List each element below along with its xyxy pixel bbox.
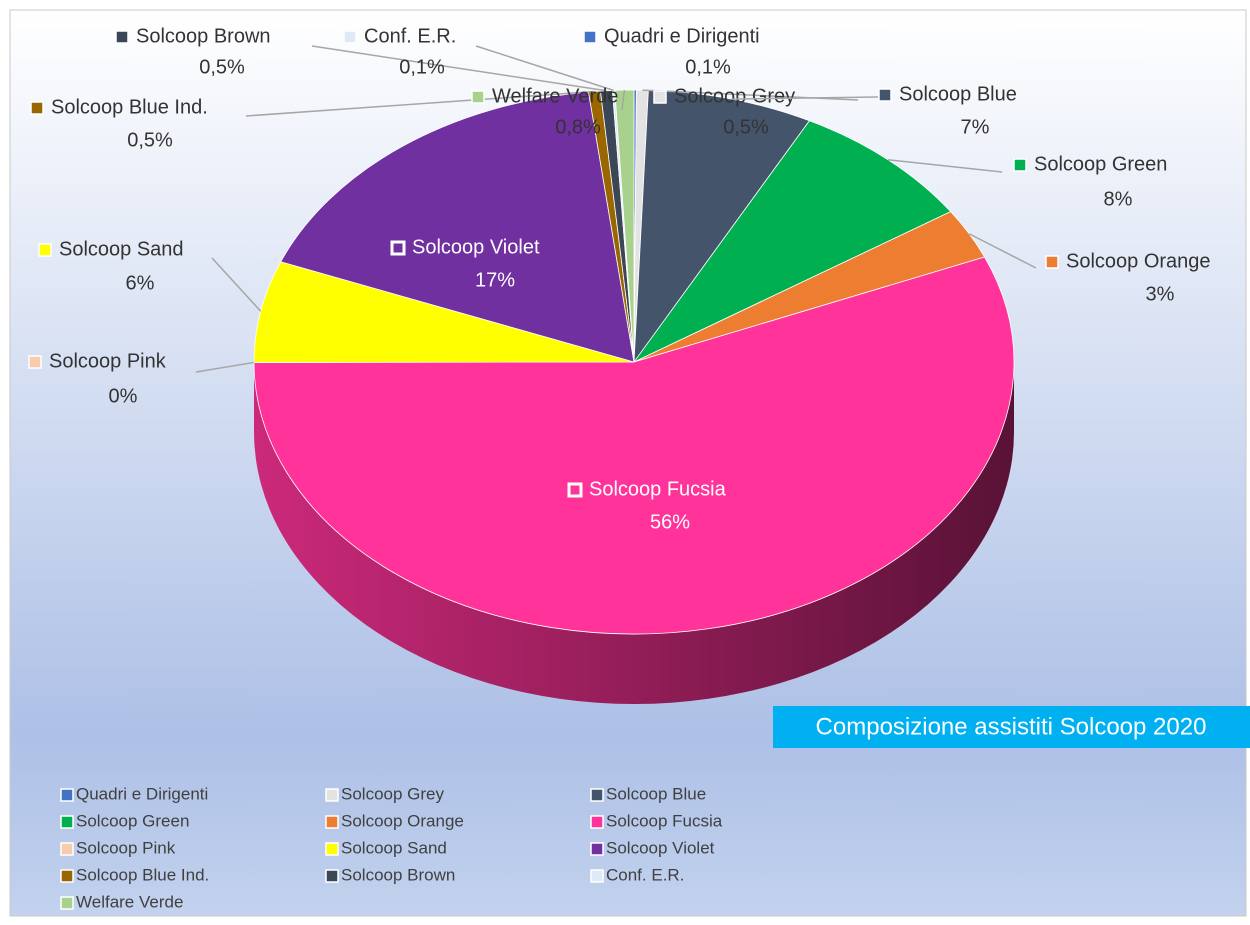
slice <box>253 261 635 363</box>
data-label-name: Solcoop Green <box>1034 153 1167 175</box>
leader-line <box>311 45 607 92</box>
legend-marker <box>60 869 74 883</box>
slice <box>253 256 1015 635</box>
data-label: 56% <box>650 511 690 533</box>
label-marker <box>567 482 583 498</box>
label-marker <box>583 30 597 44</box>
data-label: 0,5% <box>723 116 769 138</box>
legend-marker <box>590 788 604 802</box>
leader-line <box>245 90 595 117</box>
data-label: 0,1% <box>685 56 731 78</box>
legend-marker <box>325 788 339 802</box>
data-label-name: Solcoop Pink <box>49 350 167 372</box>
legend-label: Solcoop Blue Ind. <box>76 865 209 884</box>
legend-marker <box>325 842 339 856</box>
legend-label: Solcoop Pink <box>76 838 176 857</box>
label-marker <box>878 88 892 102</box>
label-marker <box>1013 158 1027 172</box>
label-marker <box>653 90 667 104</box>
leader-line <box>195 361 255 373</box>
leader-line <box>888 159 1003 173</box>
legend-label: Welfare Verde <box>76 892 183 911</box>
slice <box>280 91 635 363</box>
data-label-name: Solcoop Violet <box>412 236 540 258</box>
data-label-name: Quadri e Dirigenti <box>604 25 760 47</box>
label-marker <box>115 30 129 44</box>
legend-marker <box>325 869 339 883</box>
leader-line <box>211 257 262 312</box>
leader-line <box>731 96 879 100</box>
label-marker <box>38 243 52 257</box>
legend-marker <box>60 842 74 856</box>
data-label: 0% <box>109 385 138 407</box>
label-marker <box>471 90 485 104</box>
data-label-name: Solcoop Brown <box>136 25 271 47</box>
legend-marker <box>60 815 74 829</box>
label-marker <box>343 30 357 44</box>
data-label: 0,8% <box>555 116 601 138</box>
legend-marker <box>325 815 339 829</box>
legend-label: Solcoop Fucsia <box>606 811 723 830</box>
data-label: 6% <box>126 272 155 294</box>
legend-label: Solcoop Grey <box>341 784 444 803</box>
data-label-name: Solcoop Blue Ind. <box>51 96 208 118</box>
label-marker <box>1045 255 1059 269</box>
legend-label: Solcoop Sand <box>341 838 447 857</box>
pie <box>253 89 1015 705</box>
legend-marker <box>60 896 74 910</box>
legend-label: Solcoop Violet <box>606 838 715 857</box>
data-label-name: Conf. E.R. <box>364 25 456 47</box>
data-label-name: Solcoop Blue <box>899 83 1017 105</box>
title-box <box>773 706 1250 748</box>
label-marker <box>30 101 44 115</box>
data-label: 8% <box>1104 188 1133 210</box>
legend-label: Quadri e Dirigenti <box>76 784 208 803</box>
legend-label: Solcoop Brown <box>341 865 455 884</box>
leader-line <box>621 89 626 111</box>
chart-title: Composizione assistiti Solcoop 2020 <box>816 713 1207 740</box>
legend-marker <box>590 842 604 856</box>
slice-side <box>254 362 1014 705</box>
data-label: 0,5% <box>199 56 245 78</box>
legend-label: Solcoop Orange <box>341 811 464 830</box>
leader-line <box>968 233 1037 269</box>
data-label-name: Solcoop Grey <box>674 85 795 107</box>
legend-marker <box>60 788 74 802</box>
data-label: 3% <box>1146 283 1175 305</box>
data-label: 7% <box>961 116 990 138</box>
legend-marker <box>590 869 604 883</box>
data-label: 0,5% <box>127 129 173 151</box>
data-label-name: Solcoop Orange <box>1066 250 1211 272</box>
legend-label: Solcoop Blue <box>606 784 706 803</box>
legend-marker <box>590 815 604 829</box>
legend-label: Conf. E.R. <box>606 865 684 884</box>
data-label: 0,1% <box>399 56 445 78</box>
data-label: 17% <box>475 269 515 291</box>
data-label-name: Welfare Verde <box>492 85 618 107</box>
data-label-name: Solcoop Sand <box>59 238 184 260</box>
data-label-name: Solcoop Fucsia <box>589 478 727 500</box>
leader-line <box>475 45 614 92</box>
legend-label: Solcoop Green <box>76 811 189 830</box>
label-marker <box>28 355 42 369</box>
label-marker <box>390 240 406 256</box>
